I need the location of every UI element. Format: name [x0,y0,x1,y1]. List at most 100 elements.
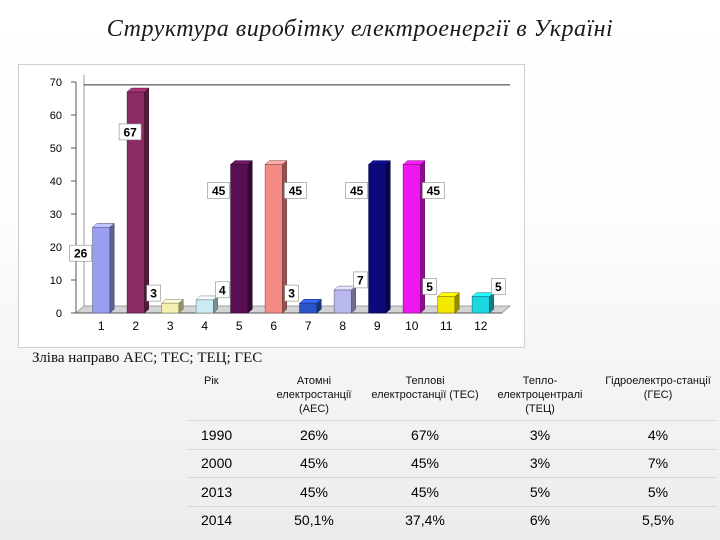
table-cell: 1990 [187,420,259,449]
x-tick-label: 1 [98,319,105,333]
bar-top [264,160,288,165]
data-label: 45 [350,184,364,198]
data-label: 67 [123,125,137,139]
bar [402,164,421,314]
column-header: Рік [204,375,219,387]
table-cell: 2013 [187,477,259,506]
bar-top [91,223,115,228]
data-label-box [422,182,445,199]
y-tick-label: 30 [50,209,62,221]
table-cell: 26% [259,420,369,449]
column-header: Гідроелектро-станції (ГЕС) [605,375,711,401]
x-tick-label: 9 [374,319,381,333]
table-cell: 67% [369,420,481,449]
table-cell: 37,4% [369,505,481,534]
table-cell: 3% [481,448,599,478]
table-row: 2000 45% 45% 3% 7% [187,448,717,478]
data-label-box [207,182,230,199]
bar-side [351,285,357,314]
table-cell: 50,1% [259,505,369,534]
data-label: 5 [495,280,502,294]
bar [92,226,111,314]
chart-panel: 0 10 20 30 40 50 60 70 1 26 2 67 3 3 4 4 5 45 6 45 7 3 8 7 9 45 10… [18,64,525,348]
table-cell: 5,5% [599,505,717,534]
x-tick-label: 5 [236,319,243,333]
bar-side [109,222,115,314]
y-tick-label: 20 [50,242,62,254]
data-label-box [353,271,368,289]
x-tick-label: 8 [339,319,346,333]
table-cell: 45% [369,477,481,506]
data-label: 3 [288,287,295,301]
data-label-box [284,284,299,302]
y-tick-label: 40 [50,176,62,188]
table-cell: 2000 [187,448,259,478]
bar [368,164,387,314]
bar [299,302,318,314]
table-cell: 45% [259,477,369,506]
x-tick-label: 7 [305,319,312,333]
data-label-box [284,182,307,199]
table-cell: 5% [599,477,717,506]
data-label-box [69,244,92,262]
data-label: 7 [357,273,364,287]
bar [161,302,180,314]
table-cell: 5% [481,477,599,506]
bar-top [160,299,184,304]
table-cell: 45% [259,448,369,478]
data-label: 5 [426,280,433,294]
data-label: 3 [150,287,157,301]
bar [195,299,214,314]
data-label: 4 [219,283,226,297]
bar [333,289,352,314]
data-table: Рік Атомні електростанції (АЕС) Теплові … [187,368,717,534]
x-tick-label: 2 [132,319,139,333]
bar [471,296,490,314]
y-tick-label: 60 [50,110,62,122]
x-tick-label: 10 [405,319,419,333]
column-header: Теплові електростанції (ТЕС) [371,375,479,401]
table-cell: 45% [369,448,481,478]
x-tick-label: 3 [167,319,174,333]
x-tick-label: 12 [474,319,488,333]
bar-chart: 0102030405060701262673344545645738794510… [50,75,511,333]
y-tick-label: 50 [50,143,62,155]
y-tick-label: 10 [50,275,62,287]
bar-top [126,87,150,93]
y-tick-label: 70 [50,77,62,89]
x-tick-label: 4 [201,319,208,333]
data-label-box [491,278,506,295]
bar-top [229,160,253,165]
bar [264,164,283,314]
chart-caption: Зліва направо АЕС; ТЕС; ТЕЦ; ГЕС [32,350,263,366]
bar-side [144,87,150,314]
data-label: 45 [212,184,226,198]
x-tick-label: 11 [440,319,453,333]
y-tick-label: 0 [56,308,62,320]
column-header: Тепло-електроцентралі (ТЕЦ) [497,375,583,415]
page-title: Структура виробітку електроенергії в Укр… [106,16,614,42]
x-tick-label: 6 [270,319,277,333]
table-cell: 2014 [187,505,259,534]
data-label-box [118,123,142,141]
bar [230,164,249,314]
bar-top [402,160,426,165]
table-cell: 3% [481,420,599,449]
bar-side [385,160,391,314]
table-row: 1990 26% 67% 3% 4% [187,420,717,449]
table-row: 2013 45% 45% 5% 5% [187,477,717,506]
table-row: 2014 50,1% 37,4% 6% 5,5% [187,505,717,534]
data-label: 45 [289,184,303,198]
data-label-box [215,281,230,299]
data-label-box [345,182,368,199]
data-label: 26 [74,247,88,261]
table-header-row: Рік Атомні електростанції (АЕС) Теплові … [187,368,717,421]
bar [437,296,456,314]
data-label: 45 [427,184,441,198]
column-header: Атомні електростанції (АЕС) [276,375,352,415]
bar-top [367,160,391,165]
bar-top [436,292,460,297]
data-label-box [422,278,437,295]
data-label-box [146,284,161,302]
bar-top [298,299,322,304]
